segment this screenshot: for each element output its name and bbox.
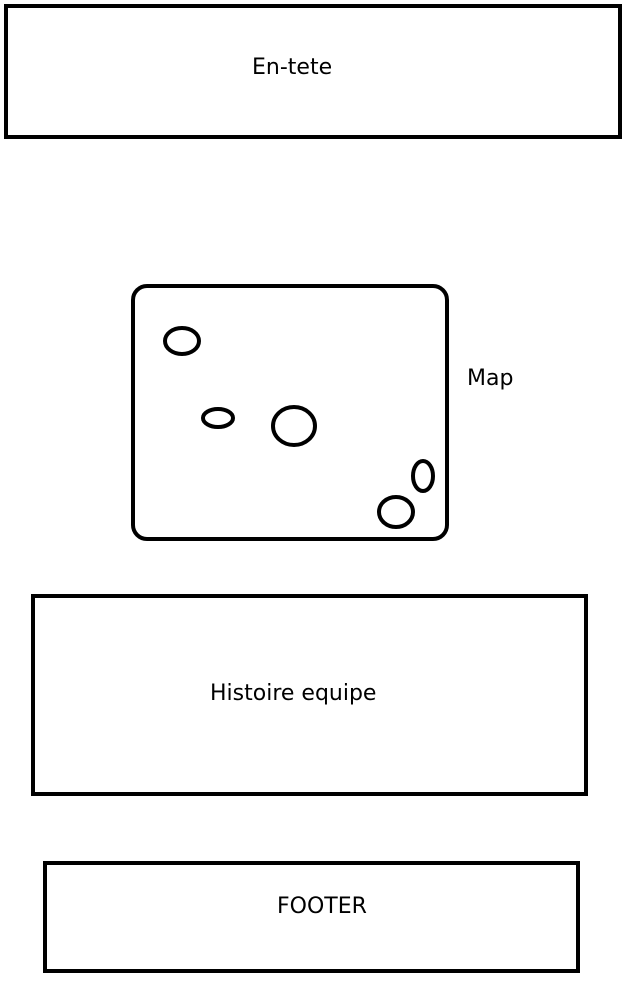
team-story-section [31, 594, 588, 796]
map-marker-5[interactable] [377, 495, 415, 529]
team-story-label: Histoire equipe [210, 681, 377, 706]
footer-section [43, 861, 580, 973]
map-label: Map [467, 366, 514, 391]
map-marker-3[interactable] [271, 405, 317, 447]
header-section [4, 4, 622, 139]
footer-label: FOOTER [277, 894, 367, 919]
map-marker-4[interactable] [411, 459, 435, 493]
map-marker-2[interactable] [201, 407, 235, 429]
map-marker-1[interactable] [163, 326, 201, 356]
header-label: En-tete [252, 55, 333, 80]
